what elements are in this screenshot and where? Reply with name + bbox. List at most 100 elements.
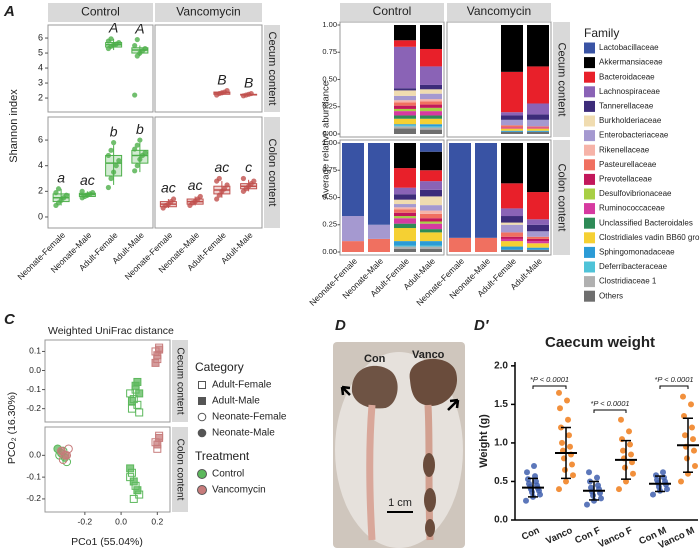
point — [133, 377, 142, 386]
point — [155, 433, 164, 442]
bar-segment — [420, 151, 442, 171]
bar-segment — [501, 241, 523, 247]
bar-segment — [394, 216, 416, 219]
bar-segment — [420, 189, 442, 197]
caecum-vanco — [409, 358, 458, 406]
legend-label: Burkholderiaceae — [599, 116, 662, 125]
panel-label: C — [4, 311, 16, 328]
point — [137, 156, 143, 162]
point — [532, 473, 538, 480]
point — [153, 440, 162, 449]
point — [692, 463, 698, 470]
y-tick-label: 1.00 — [322, 138, 337, 147]
point — [595, 482, 601, 489]
bar-segment — [501, 143, 523, 184]
letter: ac — [214, 159, 229, 175]
legend-label: Ruminococcaceae — [599, 204, 665, 213]
point — [111, 169, 117, 175]
bar-segment — [420, 129, 442, 134]
point — [565, 416, 571, 423]
point — [216, 192, 222, 198]
bar-segment — [420, 241, 442, 246]
bar-segment — [501, 131, 523, 134]
point — [62, 451, 72, 460]
bar-segment — [501, 71, 523, 113]
bar-segment — [420, 232, 442, 242]
legend-label: Neonate-Female — [212, 412, 287, 423]
point — [684, 455, 690, 462]
bar-segment — [527, 25, 549, 67]
arrow — [340, 385, 351, 396]
point — [155, 345, 164, 354]
bar-segment — [420, 223, 442, 230]
point — [134, 163, 140, 169]
letter: c — [245, 159, 252, 175]
legend-swatch — [584, 144, 595, 156]
point — [142, 45, 148, 52]
y-tick-label: 0.25 — [322, 102, 337, 111]
bar-segment — [394, 187, 416, 195]
point — [221, 186, 228, 192]
letter: ac — [80, 172, 95, 188]
point — [129, 477, 138, 486]
strip — [264, 25, 280, 112]
point — [584, 501, 590, 508]
strip-label: Vancomycin — [467, 4, 531, 18]
bar-segment — [394, 111, 416, 116]
y-tick-label: 0.00 — [322, 129, 337, 138]
point — [524, 469, 530, 476]
bar-segment — [527, 130, 549, 132]
letter: B — [244, 74, 253, 90]
pellet — [423, 453, 435, 477]
y-tick-label: 5 — [38, 47, 43, 57]
strip-label: Colon content — [266, 139, 278, 207]
bar-segment — [501, 112, 523, 116]
annotation: *P < 0.0001 — [530, 375, 569, 384]
strip — [264, 117, 280, 228]
point — [135, 389, 144, 398]
y-tick-label: 0.25 — [322, 220, 337, 229]
bar-segment — [501, 222, 523, 225]
point — [559, 439, 565, 446]
point — [55, 186, 62, 192]
bar-segment — [394, 115, 416, 119]
y-tick-label: 6 — [38, 32, 43, 42]
legend-swatch — [584, 86, 595, 98]
strip — [447, 3, 551, 21]
y-tick-label: 2 — [38, 186, 43, 196]
bar-segment — [420, 218, 442, 222]
bar-segment — [394, 102, 416, 106]
bar-segment — [394, 40, 416, 47]
point — [108, 147, 114, 153]
strip — [553, 22, 570, 137]
y-tick-label: 4 — [38, 62, 43, 72]
y-tick-label: 0.75 — [322, 47, 337, 56]
legend-symbol — [197, 428, 207, 438]
legend-label: Enterobacteriaceae — [599, 131, 669, 140]
facet-panel — [154, 116, 263, 229]
pellet — [425, 519, 435, 537]
bar-segment — [342, 216, 364, 242]
legend-swatch — [584, 173, 595, 185]
point — [569, 461, 575, 468]
bar-segment — [420, 181, 442, 190]
bar-segment — [527, 249, 549, 252]
point — [105, 152, 112, 159]
bar-segment — [368, 224, 390, 239]
bar-segment — [420, 245, 442, 247]
point — [53, 190, 59, 196]
bar-segment — [501, 130, 523, 132]
letter: B — [217, 71, 226, 87]
legend-swatch — [584, 203, 595, 215]
legend-label: Clostridiales vadin BB60 group — [599, 233, 700, 242]
bar-segment — [527, 128, 549, 131]
legend-swatch — [584, 232, 595, 244]
y-tick-label: 0.0 — [29, 450, 41, 460]
strip-label: Colon content — [174, 439, 185, 501]
point — [688, 401, 694, 408]
bar-segment — [420, 205, 442, 211]
point — [566, 432, 572, 439]
bar-segment — [527, 114, 549, 120]
bar-segment — [449, 237, 471, 252]
strip-label: Vancomycin — [176, 5, 240, 19]
